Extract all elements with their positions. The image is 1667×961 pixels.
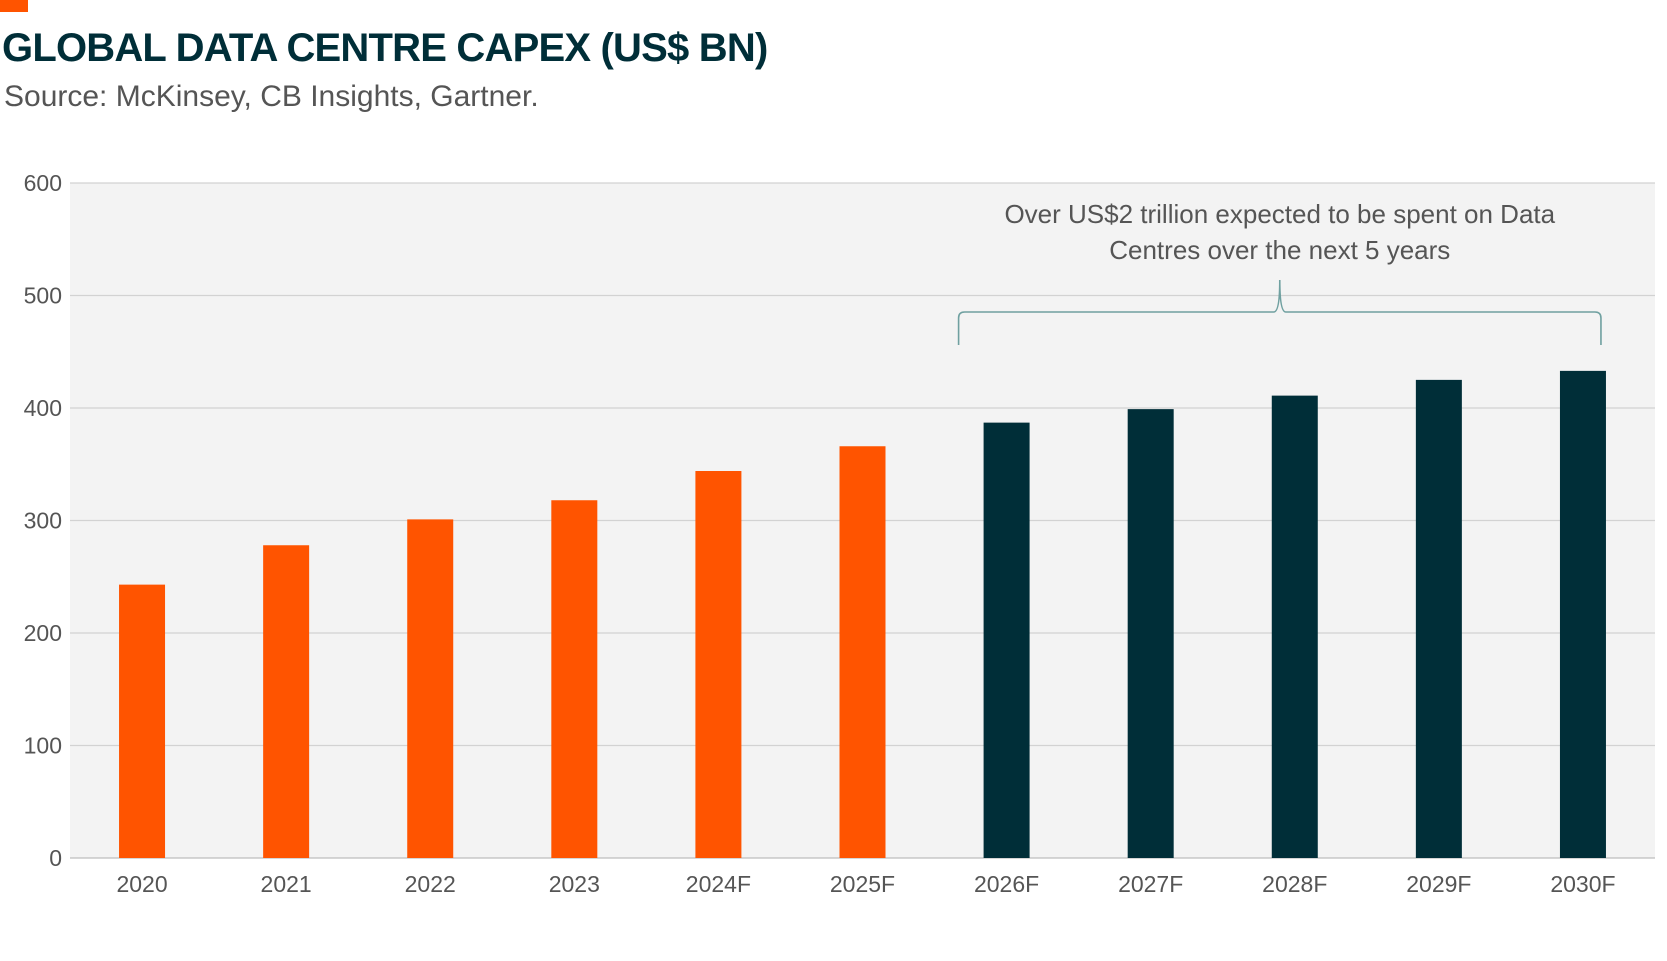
chart-subtitle: Source: McKinsey, CB Insights, Gartner. [4,80,539,113]
annotation: Over US$2 trillion expected to be spent … [957,199,1602,345]
bar [1415,379,1462,858]
x-tick-label: 2025F [830,871,895,897]
y-tick-label: 400 [24,395,62,421]
y-axis-ticks: 0 100 200 300 400 500 600 [24,170,62,871]
x-axis-ticks: 2020 2021 2022 2023 2024F 2025F 2026F 2027F 2028… [116,871,1615,897]
x-tick-label: 2028F [1262,871,1327,897]
x-tick-label: 2029F [1406,871,1471,897]
y-tick-label: 0 [49,845,62,871]
annotation-bracket [957,279,1602,345]
x-tick-label: 2021 [261,871,312,897]
bar [551,500,598,858]
y-tick-label: 500 [24,283,62,309]
bar [839,446,886,858]
bar [407,519,454,858]
x-tick-label: 2030F [1550,871,1615,897]
x-tick-label: 2026F [974,871,1039,897]
y-tick-label: 600 [24,170,62,196]
annotation-line-2: Centres over the next 5 years [1109,235,1450,265]
y-tick-label: 200 [24,620,62,646]
y-tick-label: 300 [24,508,62,534]
chart-title: GLOBAL DATA CENTRE CAPEX (US$ BN) [2,26,768,70]
x-tick-label: 2023 [549,871,600,897]
accent-mark [0,0,28,12]
bar [1127,409,1174,858]
bar [1271,395,1318,858]
y-tick-label: 100 [24,733,62,759]
bar [119,584,166,858]
annotation-line-1: Over US$2 trillion expected to be spent … [1004,199,1555,229]
bar [1559,370,1606,858]
x-tick-label: 2022 [405,871,456,897]
bar [263,545,310,858]
bar [983,422,1030,858]
bar [695,471,742,858]
x-tick-label: 2024F [686,871,751,897]
bars [119,370,1606,858]
x-tick-label: 2020 [116,871,167,897]
x-tick-label: 2027F [1118,871,1183,897]
